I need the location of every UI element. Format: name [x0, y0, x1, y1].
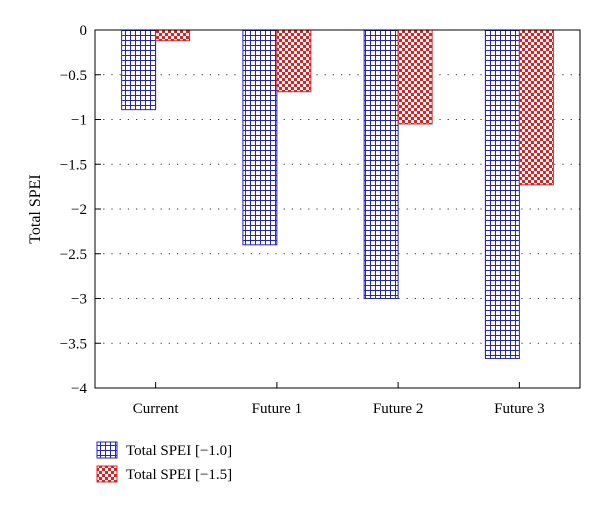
- bar-spei-1-0-current: [121, 29, 157, 111]
- bar-spei-1-5-future-3: [518, 29, 554, 186]
- bar-spei-1-5-current: [155, 29, 191, 42]
- y-axis-ticks: 0 −0.5 −1 −1.5 −2 −2.5 −3 −3.5 −4: [60, 23, 101, 397]
- bar-spei-1-0-future-2: [363, 29, 399, 299]
- legend-label: Total SPEI [−1.5]: [126, 467, 232, 483]
- y-tick-label: 0: [80, 23, 88, 39]
- x-tick-label: Future 3: [494, 401, 544, 417]
- bar-spei-1-5-future-2: [397, 29, 433, 125]
- x-tick-label: Future 2: [373, 401, 423, 417]
- y-tick-label: −2.5: [60, 247, 87, 263]
- y-tick-label: −2: [71, 202, 87, 218]
- bar-spei-1-5-future-1: [276, 29, 312, 93]
- y-tick-label: −1: [71, 113, 87, 129]
- legend-label: Total SPEI [−1.0]: [126, 443, 232, 459]
- x-tick-label: Future 1: [252, 401, 302, 417]
- bar-spei-1-0-future-3: [484, 29, 520, 359]
- y-axis-title: Total SPEI: [27, 174, 44, 244]
- bars: [121, 29, 554, 359]
- y-tick-label: −3: [71, 292, 87, 308]
- legend-swatch: [96, 465, 118, 483]
- y-tick-label: −0.5: [60, 68, 87, 84]
- bar-spei-1-0-future-1: [242, 29, 278, 246]
- y-tick-label: −1.5: [60, 157, 87, 173]
- x-axis-ticks: Current Future 1 Future 2 Future 3: [133, 382, 545, 417]
- y-tick-label: −4: [71, 381, 87, 397]
- y-tick-label: −3.5: [60, 336, 87, 352]
- legend-swatch: [96, 441, 118, 459]
- legend: Total SPEI [−1.0] Total SPEI [−1.5]: [96, 441, 232, 483]
- x-tick-label: Current: [133, 401, 180, 417]
